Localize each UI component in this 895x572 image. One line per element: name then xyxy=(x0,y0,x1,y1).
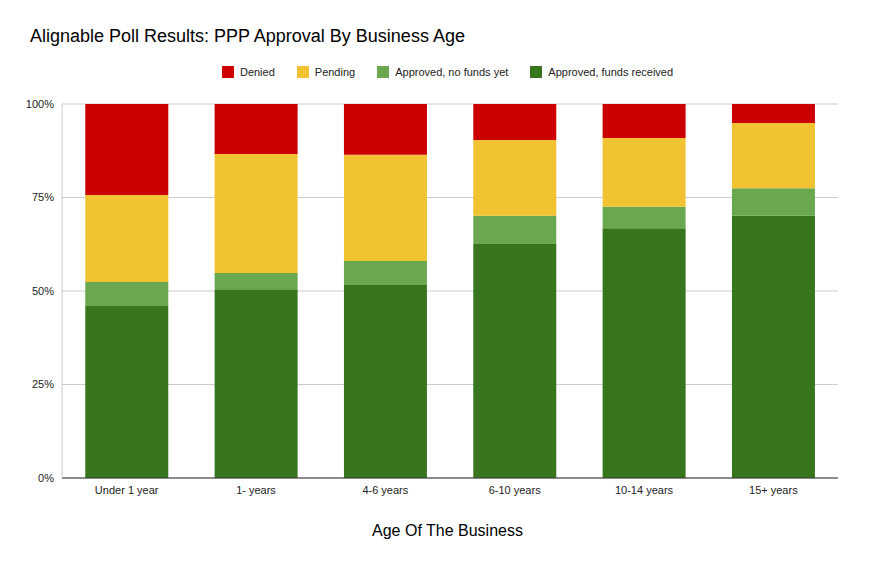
html-text:Denied: Denied xyxy=(239,66,275,78)
html-text:Age Of The Business: Age Of The Business xyxy=(372,522,523,539)
svg-text:15+ years: 15+ years xyxy=(749,484,798,496)
svg-text:50%: 50% xyxy=(32,285,54,297)
html-text:Alignable Poll Results: PPP Ap: Alignable Poll Results: PPP Approval By … xyxy=(30,26,465,46)
svg-text:1- years: 1- years xyxy=(236,484,276,496)
html-text:Approved, funds received: Approved, funds received xyxy=(548,66,674,78)
html-text:Approved, no funds yet: Approved, no funds yet xyxy=(395,66,509,78)
html-text:Pending: Pending xyxy=(314,66,356,78)
svg-text:0%: 0% xyxy=(38,472,54,484)
svg-text:100%: 100% xyxy=(26,98,54,110)
svg-text:25%: 25% xyxy=(32,378,54,390)
svg-text:4-6 years: 4-6 years xyxy=(362,484,408,496)
svg-text:6-10 years: 6-10 years xyxy=(489,484,541,496)
svg-text:75%: 75% xyxy=(32,191,54,203)
svg-text:10-14 years: 10-14 years xyxy=(615,484,674,496)
svg-text:Under 1 year: Under 1 year xyxy=(95,484,159,496)
